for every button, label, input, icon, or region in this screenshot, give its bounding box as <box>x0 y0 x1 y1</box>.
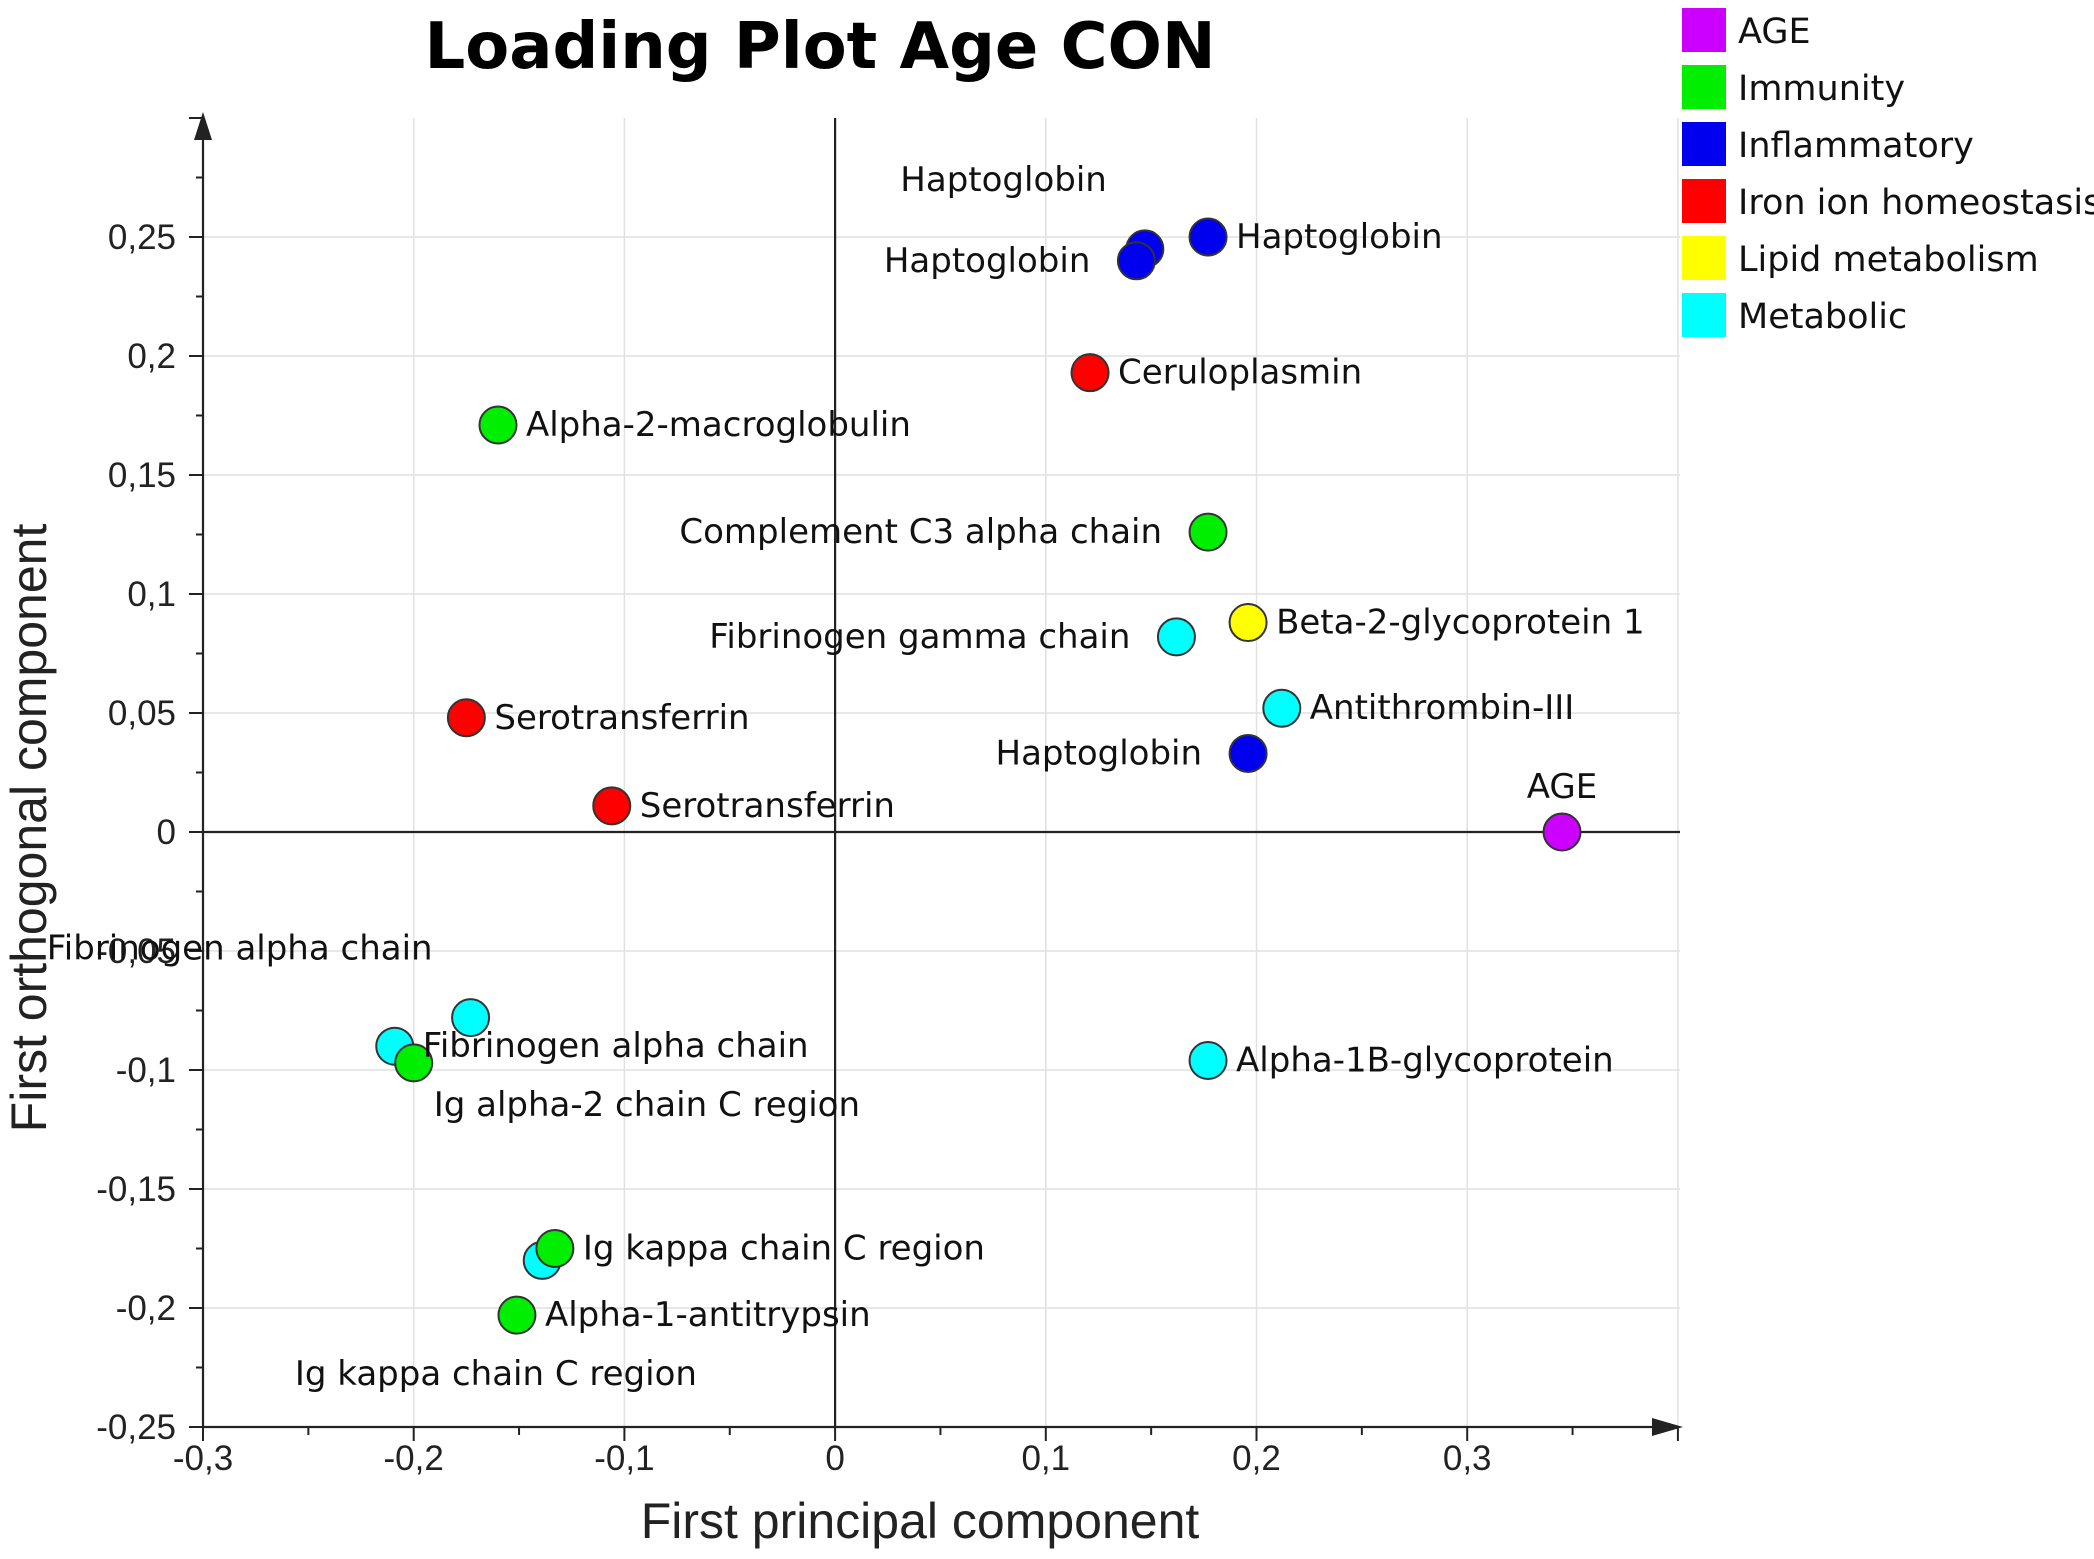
point-inflammatory-2 <box>1188 217 1228 257</box>
point-label-13: Fibrinogen alpha chain <box>47 929 433 969</box>
x-axis-title: First principal component <box>641 1493 1200 1549</box>
point-labels: Haptoglobin Haptoglobin Haptoglobin Cerulop… <box>47 160 1645 1394</box>
legend-swatch-4 <box>1682 236 1726 280</box>
legend-swatch-1 <box>1682 65 1726 109</box>
y-tick-label-1: 0,2 <box>127 337 176 376</box>
y-tick-label-7: -0,1 <box>116 1051 176 1090</box>
y-tick-label-4: 0,05 <box>108 694 176 733</box>
point-label-16: Alpha-1B-glycoprotein <box>1236 1040 1614 1080</box>
point-iron-ion-homeostasis-11 <box>592 786 632 826</box>
point-label-6: Fibrinogen gamma chain <box>709 617 1130 657</box>
point-label-7: Beta-2-glycoprotein 1 <box>1276 603 1645 643</box>
legend-swatch-0 <box>1682 8 1726 52</box>
legend-label-2: Inflammatory <box>1738 126 1974 166</box>
point-age-12 <box>1542 812 1582 852</box>
legend-label-3: Iron ion homeostasis <box>1738 183 2094 223</box>
point-metabolic-13 <box>451 998 491 1038</box>
y-axis-title: First orthogonal component <box>1 524 57 1133</box>
legend-label-0: AGE <box>1738 12 1811 52</box>
point-immunity-15 <box>394 1043 434 1083</box>
point-label-14: Fibrinogen alpha chain <box>423 1026 809 1066</box>
x-axis-ticks: -0,3 -0,2 -0,1 0 0,1 0,2 0,3 <box>173 1427 1679 1478</box>
point-label-12: AGE <box>1527 767 1598 807</box>
y-axis-ticks: 0,25 0,2 0,15 0,1 0,05 0 -0,05 -0,1 -0,15 -0,2 -0,… <box>96 117 203 1447</box>
legend-label-1: Immunity <box>1738 69 1905 109</box>
y-tick-label-3: 0,1 <box>127 575 176 614</box>
x-tick-label-6: 0,3 <box>1443 1439 1492 1478</box>
point-label-11: Serotransferrin <box>640 786 895 826</box>
point-immunity-18 <box>535 1229 575 1268</box>
y-tick-label-5: 0 <box>157 813 176 852</box>
legend-swatch-5 <box>1682 293 1726 337</box>
y-tick-label-10: -0,25 <box>96 1408 176 1447</box>
y-tick-label-0: 0,25 <box>108 218 176 257</box>
y-tick-label-8: -0,15 <box>96 1170 176 1209</box>
point-immunity-19 <box>497 1295 537 1335</box>
point-label-20: Ig kappa chain C region <box>295 1354 697 1394</box>
y-axis-arrow <box>194 112 212 140</box>
point-label-10: Serotransferrin <box>494 698 749 738</box>
legend-label-5: Metabolic <box>1738 297 1907 337</box>
x-tick-label-4: 0,1 <box>1021 1439 1070 1478</box>
point-label-15: Ig alpha-2 chain C region <box>434 1085 860 1125</box>
point-iron-ion-homeostasis-10 <box>446 698 486 738</box>
point-inflammatory-1 <box>1116 241 1156 281</box>
y-tick-label-2: 0,15 <box>108 456 176 495</box>
x-tick-label-0: -0,3 <box>173 1439 233 1478</box>
legend-swatch-2 <box>1682 122 1726 166</box>
legend-swatch-3 <box>1682 179 1726 223</box>
legend: AGE Immunity Inflammatory Iron ion homeosta… <box>1682 8 2094 337</box>
point-lipid-metabolism-7 <box>1228 603 1268 643</box>
chart-title: Loading Plot Age CON <box>425 10 1216 84</box>
point-metabolic-16 <box>1188 1040 1228 1080</box>
point-immunity-5 <box>1188 512 1228 552</box>
point-label-18: Ig kappa chain C region <box>583 1229 985 1269</box>
x-tick-label-5: 0,2 <box>1232 1439 1281 1478</box>
x-tick-label-2: -0,1 <box>594 1439 654 1478</box>
point-label-0: Haptoglobin <box>900 160 1107 200</box>
point-metabolic-8 <box>1262 688 1302 728</box>
point-metabolic-6 <box>1156 617 1196 657</box>
x-tick-label-1: -0,2 <box>384 1439 444 1478</box>
data-points <box>375 217 1582 1335</box>
point-label-8: Antithrombin-III <box>1310 688 1575 728</box>
point-label-3: Ceruloplasmin <box>1118 353 1362 393</box>
point-label-2: Haptoglobin <box>1236 217 1443 257</box>
point-label-9: Haptoglobin <box>996 733 1203 773</box>
axes <box>194 112 1683 1436</box>
point-label-1: Haptoglobin <box>884 241 1091 281</box>
point-label-4: Alpha-2-macroglobulin <box>526 405 911 445</box>
point-label-5: Complement C3 alpha chain <box>679 512 1162 552</box>
point-iron-ion-homeostasis-3 <box>1070 353 1110 393</box>
y-tick-label-6: -0,05 <box>96 932 176 971</box>
point-immunity-4 <box>478 405 518 445</box>
point-label-19: Alpha-1-antitrypsin <box>545 1295 871 1335</box>
x-axis-arrow <box>1652 1418 1683 1436</box>
y-tick-label-9: -0,2 <box>116 1289 176 1328</box>
x-tick-label-3: 0 <box>825 1439 844 1478</box>
point-inflammatory-9 <box>1228 733 1268 773</box>
legend-label-4: Lipid metabolism <box>1738 240 2039 280</box>
